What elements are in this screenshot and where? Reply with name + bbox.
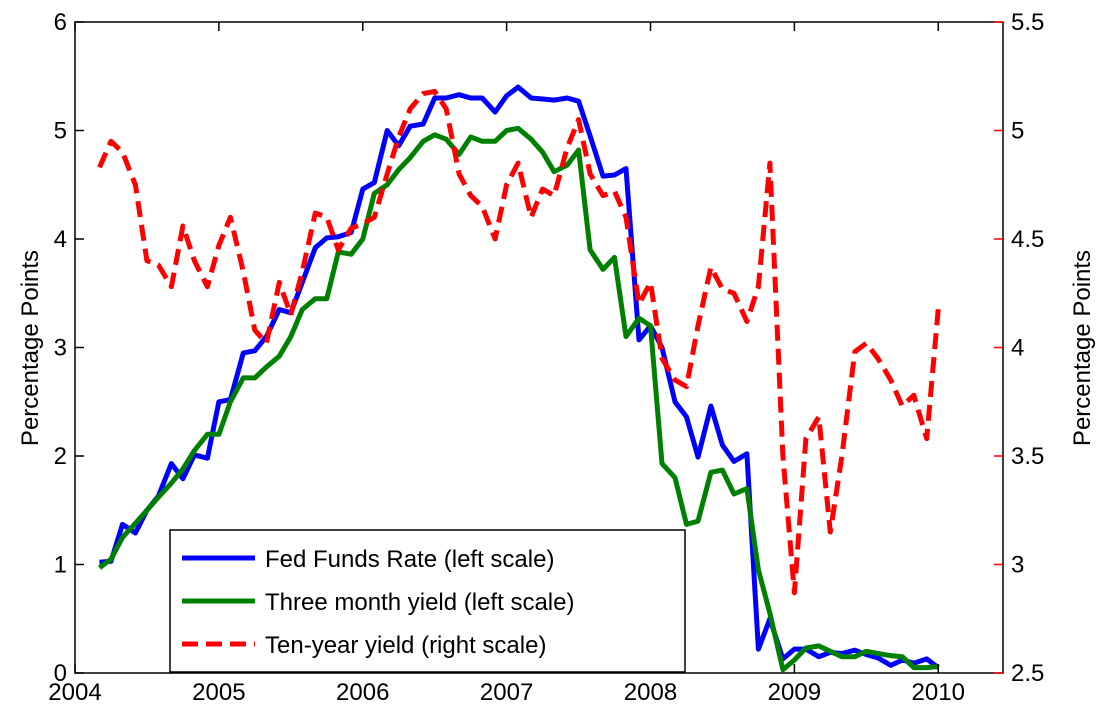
y-tick-label: 2 [54,443,67,470]
x-tick-label: 2008 [624,679,677,706]
x-tick-label: 2006 [336,679,389,706]
x-tick-label: 2007 [480,679,533,706]
legend-box [169,529,686,673]
y-tick-label: 4 [54,226,67,253]
legend-label: Fed Funds Rate (left scale) [265,546,554,573]
y2-tick-label: 2.5 [1011,660,1044,687]
y-tick-label: 1 [54,552,67,579]
legend-label: Three month yield (left scale) [265,589,574,616]
y2-axis-label: Percentage Points [1069,250,1096,446]
series-line [99,84,940,670]
y-tick-label: 5 [54,118,67,145]
y2-tick-label: 4.5 [1011,226,1044,253]
y-tick-label: 6 [54,9,67,36]
y-axis-label: Percentage Points [17,250,44,446]
x-tick-label: 2010 [912,679,965,706]
x-tick-label: 2005 [192,679,245,706]
y-tick-label: 0 [54,660,67,687]
series-line [97,88,941,596]
y2-tick-label: 5.5 [1011,9,1044,36]
x-tick-label: 2009 [768,679,821,706]
x-tick-label: 2004 [48,679,101,706]
y2-tick-label: 3 [1011,552,1024,579]
y-tick-label: 3 [54,335,67,362]
legend-label: Ten-year yield (right scale) [265,632,546,659]
y2-tick-label: 4 [1011,335,1024,362]
y2-tick-label: 5 [1011,118,1024,145]
y2-tick-label: 3.5 [1011,443,1044,470]
series-line [97,125,939,673]
